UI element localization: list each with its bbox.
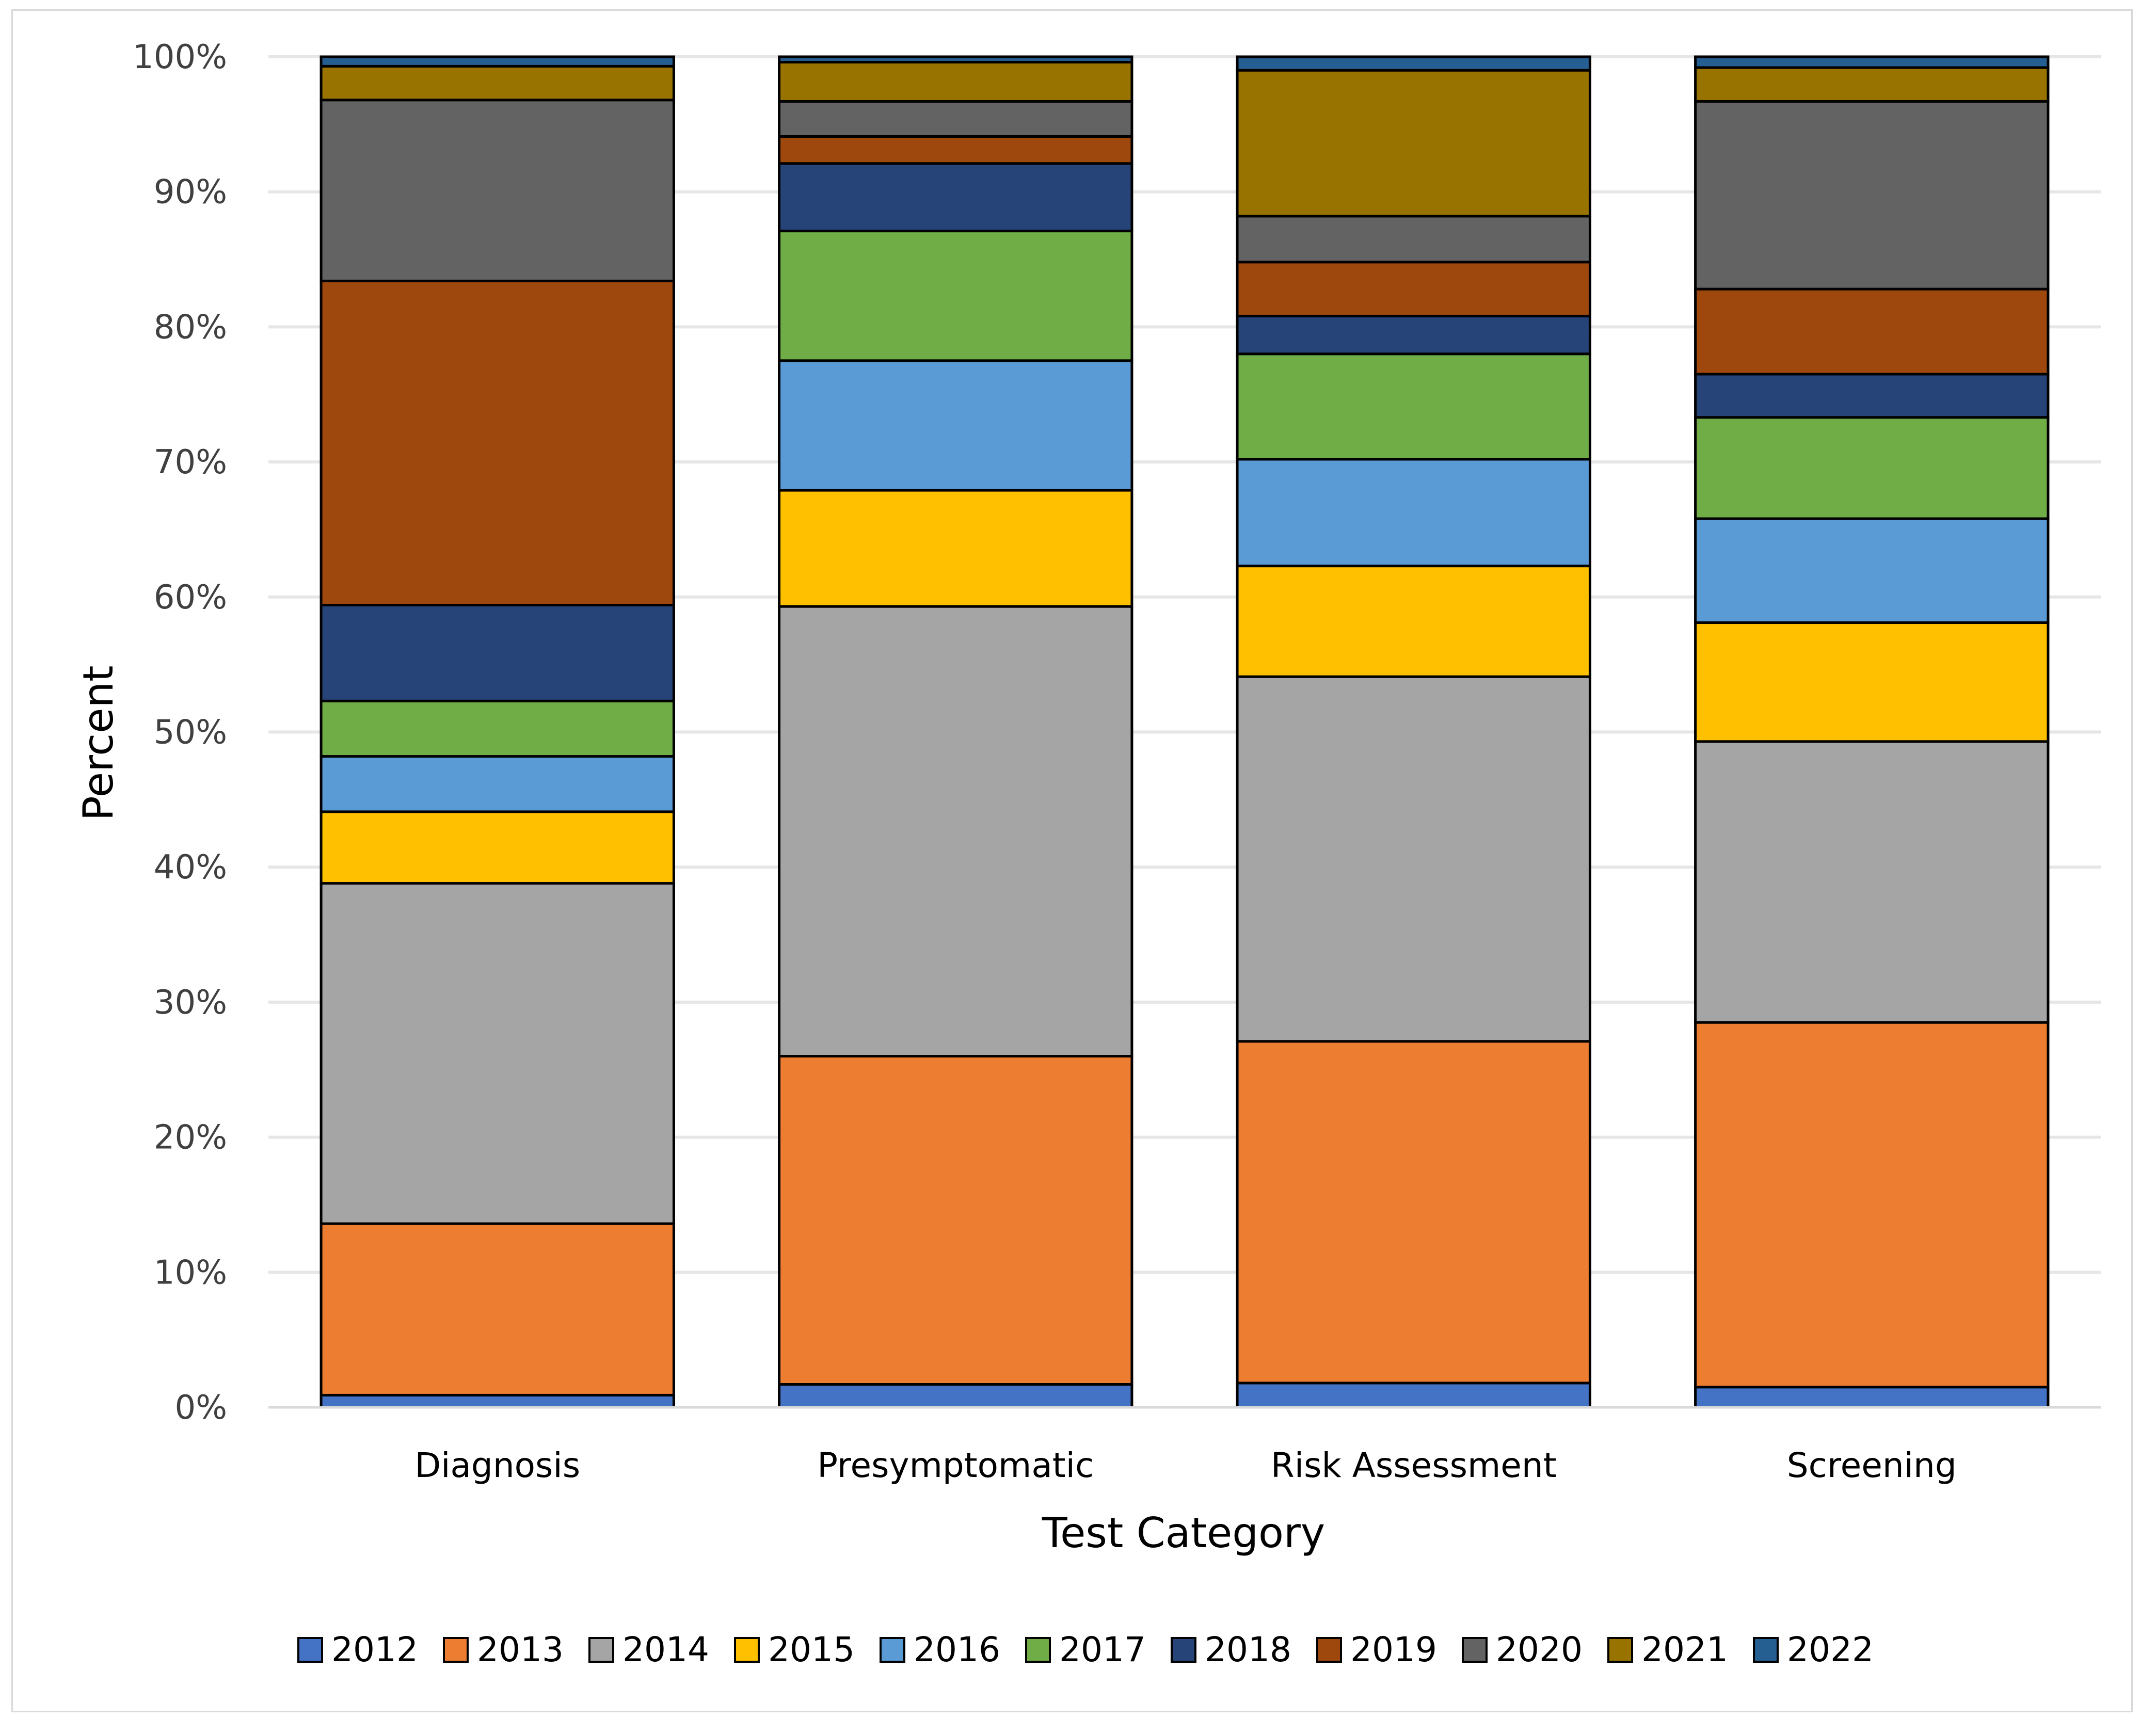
bar-segment (1694, 1021, 2050, 1389)
legend-label: 2013 (477, 1630, 564, 1669)
legend-swatch (1462, 1637, 1488, 1663)
legend-item: 2021 (1607, 1630, 1728, 1669)
y-tick-label: 100% (133, 38, 227, 76)
bar-segment (320, 99, 675, 282)
bar-segment (1236, 261, 1591, 317)
bar-segment (320, 55, 675, 68)
legend-swatch (1753, 1637, 1779, 1663)
bar-segment (1694, 517, 2050, 624)
bar-segment (1694, 55, 2050, 69)
legend-label: 2021 (1641, 1630, 1728, 1669)
bar-segment (1694, 100, 2050, 291)
legend-swatch (588, 1637, 614, 1663)
bar-segment (1694, 287, 2050, 376)
bar-segment (1694, 740, 2050, 1024)
bar-segment (320, 604, 675, 702)
bar-segment (1236, 55, 1591, 72)
bar-segment (778, 100, 1133, 138)
legend-item: 2014 (588, 1630, 709, 1669)
bar-segment (1236, 215, 1591, 264)
y-tick-label: 50% (154, 714, 227, 752)
bar-segment (1236, 1040, 1591, 1385)
bar-segment (1236, 1382, 1591, 1409)
bar-segment (1694, 1386, 2050, 1409)
bar-segment (778, 489, 1133, 608)
legend-swatch (297, 1637, 323, 1663)
bar-segment (778, 359, 1133, 492)
legend-label: 2015 (768, 1630, 855, 1669)
y-tick-label: 70% (154, 443, 227, 481)
bar-segment (1694, 621, 2050, 743)
bar-segment (778, 162, 1133, 233)
legend-swatch (880, 1637, 905, 1663)
legend-label: 2012 (331, 1630, 418, 1669)
legend-label: 2019 (1350, 1630, 1437, 1669)
axes: 0% 10% 20% 30% 40% 50% 60% 70% 80% 90% 100% Diagnos… (133, 38, 2101, 1485)
x-tick-label: Diagnosis (414, 1446, 580, 1485)
legend-swatch (1025, 1637, 1051, 1663)
legend-item: 2015 (734, 1630, 855, 1669)
bar-segment (320, 810, 675, 885)
legend-swatch (443, 1637, 469, 1663)
bar-segment (1694, 66, 2050, 103)
bar-segment (320, 755, 675, 813)
bar-segment (1236, 675, 1591, 1043)
x-axis-title: Test Category (1042, 1509, 1325, 1557)
bar-segment (778, 1383, 1133, 1409)
bar-segment (320, 1393, 675, 1409)
legend-item: 2019 (1316, 1630, 1437, 1669)
legend-swatch (1316, 1637, 1342, 1663)
legend-label: 2016 (914, 1630, 1000, 1669)
bars (320, 55, 2050, 1409)
y-tick-label: 30% (154, 984, 227, 1022)
bar-segment (1236, 352, 1591, 461)
bar-segment (778, 60, 1133, 103)
legend-label: 2020 (1496, 1630, 1583, 1669)
bar-segment (778, 135, 1133, 165)
x-tick-label: Screening (1787, 1446, 1957, 1485)
bar-segment (778, 55, 1133, 63)
bar-segment (320, 1222, 675, 1396)
y-axis-title: Percent (74, 665, 122, 821)
bar-segment (778, 605, 1133, 1058)
y-tick-label: 0% (174, 1389, 227, 1427)
legend-item: 2017 (1025, 1630, 1146, 1669)
bar-segment (778, 1055, 1133, 1386)
y-tick-label: 40% (154, 848, 227, 887)
bar-segment (1236, 314, 1591, 356)
legend-item: 2022 (1753, 1630, 1874, 1669)
bar-segment (1236, 565, 1591, 678)
y-tick-label: 90% (154, 173, 227, 212)
legend-item: 2018 (1171, 1630, 1291, 1669)
legend-swatch (1607, 1637, 1633, 1663)
legend-label: 2018 (1205, 1630, 1291, 1669)
bar-segment (1694, 416, 2050, 520)
legend-swatch (1171, 1637, 1196, 1663)
legend-item: 2012 (297, 1630, 418, 1669)
bar-segment (778, 230, 1133, 362)
y-tick-label: 80% (154, 308, 227, 346)
bar-segment (320, 882, 675, 1225)
y-tick-label: 60% (154, 579, 227, 617)
legend-item: 2020 (1462, 1630, 1583, 1669)
x-tick-label: Risk Assessment (1271, 1446, 1557, 1485)
legend-item: 2013 (443, 1630, 564, 1669)
bar-segment (320, 65, 675, 102)
bar-segment (1236, 69, 1591, 218)
y-tick-label: 20% (154, 1119, 227, 1157)
bar-segment (1236, 458, 1591, 568)
legend-label: 2017 (1059, 1630, 1146, 1669)
bar-segment (320, 279, 675, 607)
legend-swatch (734, 1637, 760, 1663)
legend-label: 2022 (1787, 1630, 1874, 1669)
y-tick-label: 10% (154, 1254, 227, 1292)
bar-segment (320, 699, 675, 758)
legend-label: 2014 (622, 1630, 709, 1669)
legend: 2012 2013 2014 2015 2016 2017 2018 2019 2020 2021… (297, 1630, 1874, 1669)
x-tick-label: Presymptomatic (817, 1446, 1094, 1485)
legend-item: 2016 (880, 1630, 1000, 1669)
bar-segment (1694, 373, 2050, 419)
